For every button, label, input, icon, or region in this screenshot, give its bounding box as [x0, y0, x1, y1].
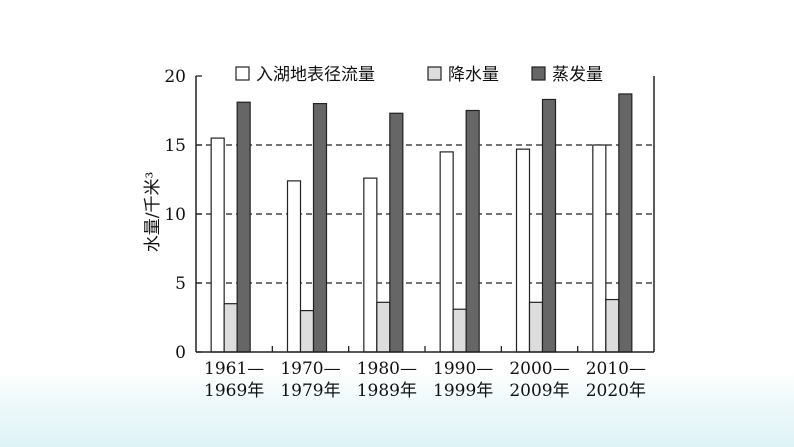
legend-swatch-2 — [427, 66, 442, 81]
bar-3-4 — [465, 109, 480, 353]
bar-1-1 — [210, 137, 225, 353]
legend-swatch-1 — [235, 66, 250, 81]
decorative-background-band — [0, 372, 794, 447]
legend-label-2: 降水量 — [448, 65, 499, 85]
legend: 入湖地表径流量 降水量 蒸发量 — [235, 65, 603, 85]
x-tick-label-1-line2: 1969年 — [204, 381, 264, 401]
bars-group — [210, 93, 633, 353]
legend-label-1: 入湖地表径流量 — [256, 65, 375, 85]
bar-2-1 — [223, 303, 238, 353]
bar-3-3 — [389, 112, 404, 353]
x-tick-label-3-line2: 1989年 — [357, 381, 417, 401]
bar-3-5 — [541, 98, 557, 353]
x-tick-label-3-line1: 1980— — [357, 359, 417, 379]
bar-1-6 — [592, 144, 607, 353]
bar-1-3 — [363, 177, 378, 353]
x-tick-label-5-line2: 2009年 — [509, 381, 569, 401]
y-tick-label-20: 20 — [164, 67, 186, 87]
bar-2-4 — [452, 308, 467, 353]
bar-1-4 — [439, 151, 454, 353]
y-axis-label: 水量/千米³ — [143, 172, 163, 253]
legend-swatch-3 — [531, 66, 546, 81]
x-tick-label-6-line2: 2020年 — [586, 381, 646, 401]
y-tick-label-10: 10 — [164, 205, 186, 225]
bar-2-5 — [528, 301, 544, 353]
x-tick-label-5-line1: 2000— — [509, 359, 569, 379]
bar-3-2 — [312, 102, 328, 353]
bar-1-5 — [515, 148, 531, 353]
bar-2-2 — [299, 310, 315, 353]
x-tick-label-4-line2: 1999年 — [433, 381, 493, 401]
bar-3-1 — [236, 101, 251, 353]
bar-2-3 — [376, 301, 391, 353]
y-tick-label-0: 0 — [175, 343, 186, 363]
axes: 1961—1969年 1970—1979年 1980—1989年 1990—1999年… — [164, 67, 655, 401]
x-tick-label-4-line1: 1990— — [433, 359, 493, 379]
x-tick-label-2-line1: 1970— — [280, 359, 340, 379]
bar-3-6 — [618, 93, 633, 353]
bar-1-2 — [286, 180, 302, 353]
x-tick-label-6-line1: 2010— — [586, 359, 646, 379]
y-tick-label-5: 5 — [175, 274, 186, 294]
x-tick-label-2-line2: 1979年 — [280, 381, 340, 401]
bar-2-6 — [605, 298, 620, 353]
grid-lines — [196, 144, 654, 284]
legend-label-3: 蒸发量 — [552, 65, 603, 85]
y-tick-label-15: 15 — [164, 136, 186, 156]
x-tick-label-1-line1: 1961— — [204, 359, 264, 379]
